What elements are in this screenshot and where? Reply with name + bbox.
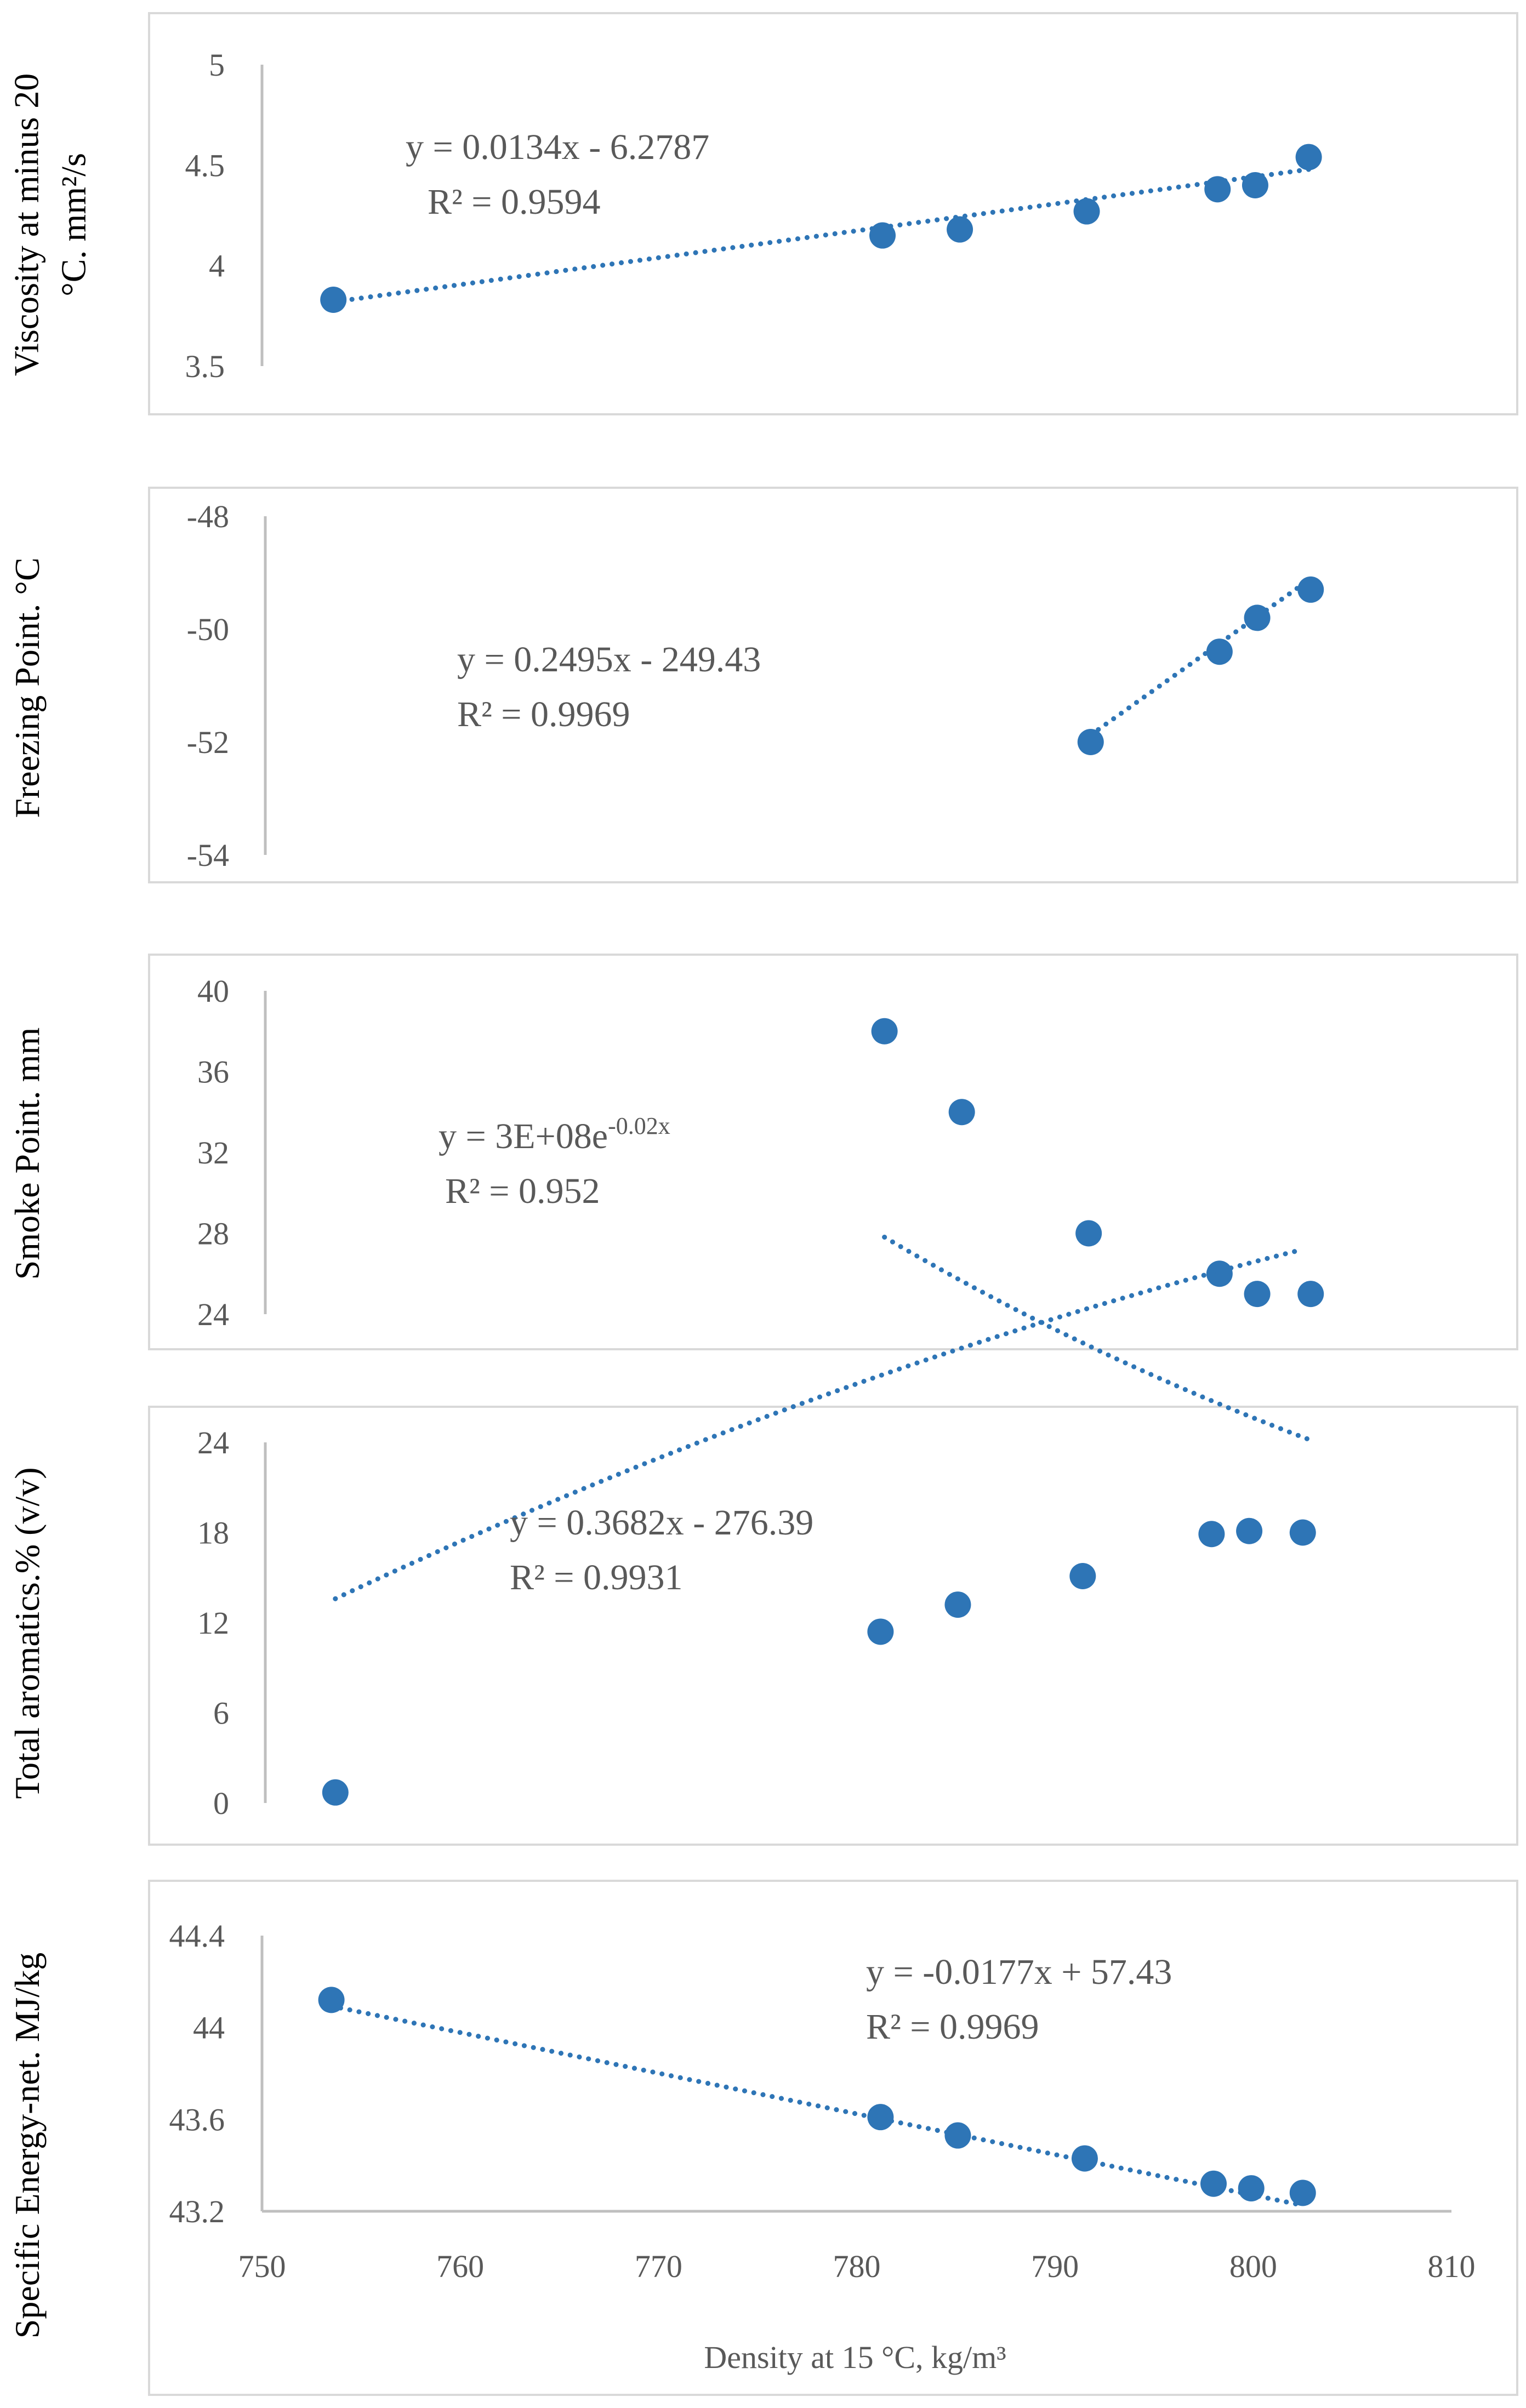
x-tick-label: 780 [833, 2249, 881, 2284]
data-point [1198, 1521, 1225, 1548]
data-point [1075, 1220, 1102, 1247]
xlabel-density: Density at 15 °C, kg/m³ [704, 2339, 1006, 2375]
data-point [1244, 1281, 1271, 1308]
y-tick-label: 32 [197, 1135, 229, 1171]
trendline-2 [1088, 576, 1313, 738]
y-tick-label: 24 [197, 1425, 229, 1460]
data-point [944, 1591, 971, 1618]
data-point [867, 1618, 894, 1645]
data-point [1297, 576, 1324, 603]
data-point [871, 1018, 898, 1045]
panel-specific-energy [148, 1880, 1518, 2396]
data-point [948, 1099, 975, 1126]
y-tick-label: 43.2 [169, 2194, 225, 2229]
x-tick-label: 810 [1428, 2249, 1476, 2284]
x-tick-label: 800 [1229, 2249, 1277, 2284]
y-tick-label: 43.6 [169, 2102, 225, 2137]
y-tick-label: 44.4 [169, 1918, 225, 1954]
y-tick-label: 4.5 [185, 147, 225, 183]
data-point [1289, 1519, 1316, 1546]
panel-freezing-point [148, 487, 1518, 883]
trendline-3 [882, 1235, 1313, 1443]
y-tick-label: 12 [197, 1605, 229, 1641]
y-tick-label: -54 [187, 837, 229, 873]
data-point [318, 1987, 345, 2013]
y-tick-label: 40 [197, 973, 229, 1009]
data-point [869, 222, 896, 249]
y-tick-label: -52 [187, 724, 229, 760]
trend-r-squared: R² = 0.9594 [428, 182, 601, 222]
data-point [1069, 1563, 1096, 1590]
data-point [1236, 1517, 1263, 1544]
data-point [1077, 729, 1104, 755]
trendline-5 [329, 2004, 1306, 2208]
data-point [1238, 2175, 1265, 2202]
trendline-4 [333, 1247, 1306, 1601]
data-point [320, 287, 347, 313]
y-tick-label: 5 [209, 47, 225, 83]
x-tick-label: 770 [635, 2249, 682, 2284]
trend-r-squared: R² = 0.952 [445, 1171, 600, 1211]
data-point [1206, 638, 1233, 665]
y-tick-label: 28 [197, 1216, 229, 1252]
data-point [1295, 144, 1322, 170]
data-point [867, 2104, 894, 2131]
trend-equation-exponent: -0.02x [608, 1112, 670, 1139]
y-tick-label: -50 [187, 612, 229, 647]
y-tick-label: 36 [197, 1054, 229, 1090]
trend-r-squared: R² = 0.9931 [510, 1557, 683, 1597]
panel-viscosity [148, 12, 1518, 415]
panel-total-aromatics [148, 1406, 1518, 1846]
data-point [1200, 2170, 1227, 2197]
y-tick-label: -48 [187, 499, 229, 534]
data-point [322, 1779, 349, 1806]
panel-smoke-point [148, 954, 1518, 1350]
data-point [1073, 198, 1100, 225]
data-point [1206, 1260, 1233, 1287]
data-point [1289, 2179, 1316, 2206]
y-tick-label: 24 [197, 1297, 229, 1332]
trend-equation: y = 3E+08e-0.02x [439, 1112, 670, 1156]
x-tick-label: 750 [238, 2249, 286, 2284]
y-tick-label: 3.5 [185, 349, 225, 384]
trend-r-squared: R² = 0.9969 [866, 2007, 1039, 2047]
data-point [1242, 172, 1268, 198]
data-point [1071, 2145, 1098, 2172]
y-tick-label: 0 [213, 1785, 229, 1821]
y-tick-label: 4 [209, 248, 225, 284]
trend-equation: y = 0.0134x - 6.2787 [406, 127, 709, 167]
data-point [1297, 1281, 1324, 1308]
y-tick-label: 18 [197, 1515, 229, 1551]
data-point [947, 216, 973, 243]
trend-equation: y = 0.2495x - 249.43 [457, 640, 761, 680]
data-point [1244, 604, 1271, 631]
data-point [944, 2122, 971, 2149]
y-tick-label: 6 [213, 1696, 229, 1731]
x-tick-label: 790 [1031, 2249, 1079, 2284]
y-tick-label: 44 [193, 2010, 225, 2046]
x-tick-label: 760 [436, 2249, 484, 2284]
trend-equation: y = 0.3682x - 276.39 [510, 1503, 813, 1543]
data-point [1204, 176, 1231, 203]
trend-r-squared: R² = 0.9969 [457, 694, 630, 734]
trend-equation: y = -0.0177x + 57.43 [866, 1952, 1172, 1992]
